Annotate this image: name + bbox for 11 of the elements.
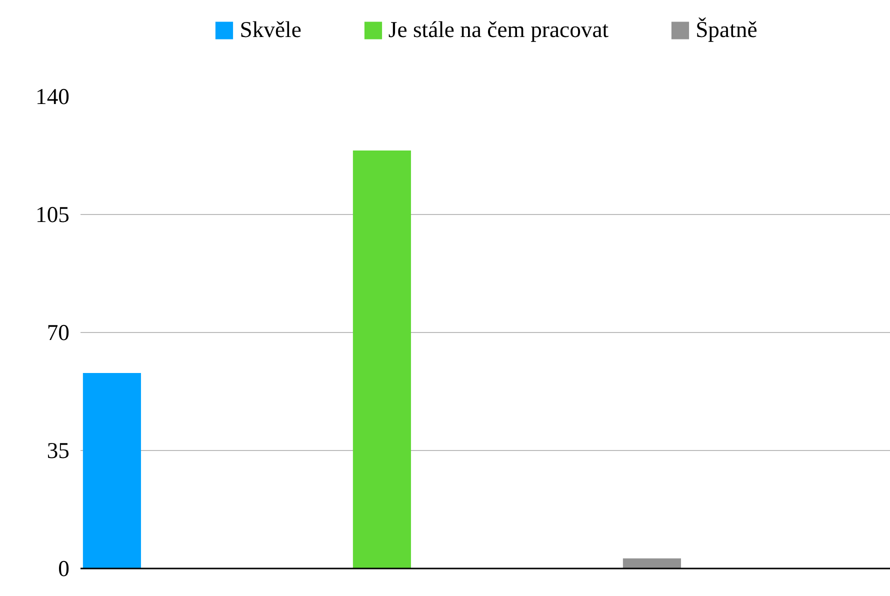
y-tick-label: 0 [58,556,70,581]
bar [352,150,411,568]
bar [622,558,681,568]
y-tick-label: 35 [46,438,70,463]
legend-label: Špatně [696,17,758,43]
y-tick-label: 105 [36,202,70,227]
bar [82,372,141,568]
legend-label: Skvěle [240,17,302,43]
legend-label: Je stále na čem pracovat [388,17,609,43]
y-tick-label: 140 [36,84,70,109]
y-tick-label: 70 [46,320,70,345]
